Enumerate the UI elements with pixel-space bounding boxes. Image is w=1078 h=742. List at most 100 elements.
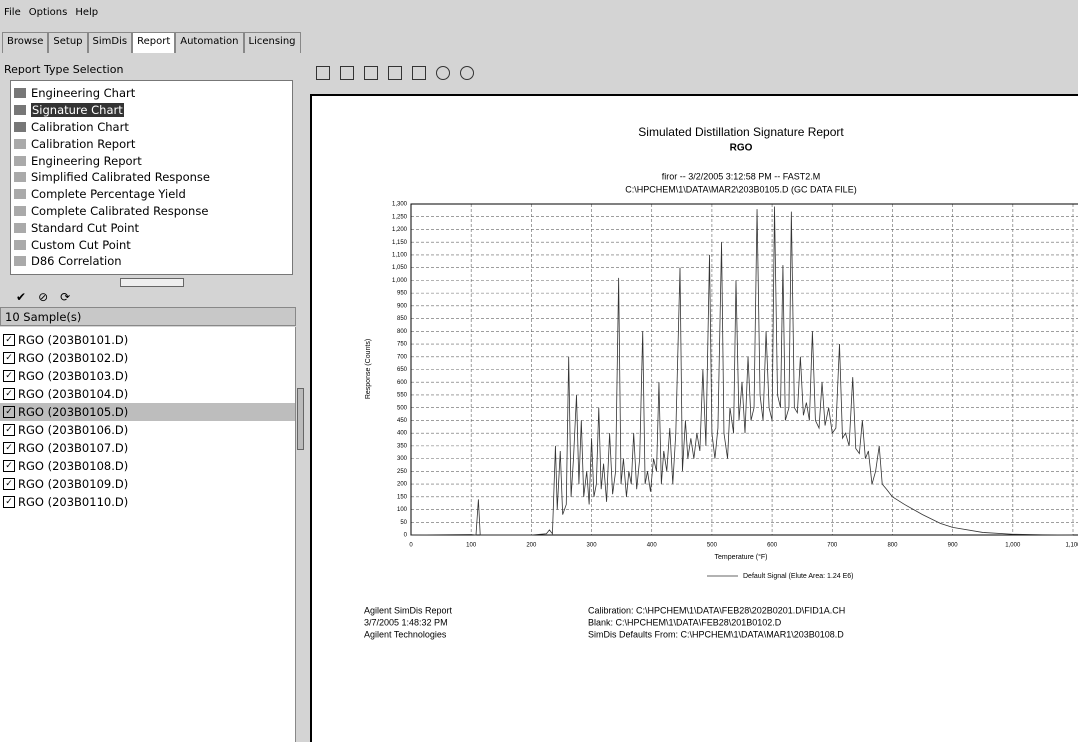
y-tick-label: 400	[397, 431, 408, 437]
checkbox[interactable]: ✓	[3, 352, 15, 364]
menu-bar: File Options Help	[0, 0, 1078, 24]
x-tick-label: 200	[526, 543, 537, 549]
y-tick-label: 350	[397, 443, 408, 449]
report-type-item[interactable]: Engineering Report	[14, 152, 289, 169]
sample-item[interactable]: ✓ RGO (203B0106.D)	[0, 421, 295, 439]
resize-grip[interactable]	[120, 278, 184, 287]
y-tick-label: 950	[397, 291, 408, 297]
x-tick-label: 1,000	[1005, 543, 1021, 549]
zoom-out-button[interactable]	[460, 66, 474, 80]
tab[interactable]: Report	[132, 32, 176, 53]
sample-label: RGO (203B0101.D)	[18, 333, 129, 347]
checkbox[interactable]: ✓	[3, 334, 15, 346]
report-type-item[interactable]: Simplified Calibrated Response	[14, 169, 289, 186]
report-type-item[interactable]: Custom Cut Point	[14, 236, 289, 253]
sample-item[interactable]: ✓ RGO (203B0102.D)	[0, 349, 295, 367]
checkbox[interactable]: ✓	[3, 388, 15, 400]
checkbox[interactable]: ✓	[3, 460, 15, 472]
checkbox[interactable]: ✓	[3, 478, 15, 490]
sample-item[interactable]: ✓ RGO (203B0104.D)	[0, 385, 295, 403]
page-button[interactable]	[412, 66, 426, 80]
panel-heading: Report Type Selection	[4, 63, 124, 76]
setup-button[interactable]	[340, 66, 354, 80]
y-tick-label: 250	[397, 469, 408, 475]
report-toolbar	[316, 66, 474, 80]
y-tick-label: 1,150	[392, 240, 408, 246]
sample-item[interactable]: ✓ RGO (203B0103.D)	[0, 367, 295, 385]
item-icon	[14, 205, 26, 216]
item-label: Signature Chart	[31, 103, 124, 118]
menu-item[interactable]: Options	[28, 6, 68, 18]
tab[interactable]: Automation	[175, 32, 244, 53]
x-tick-label: 800	[887, 543, 898, 549]
footer-text: SimDis Defaults From: C:\HPCHEM\1\DATA\M…	[588, 629, 844, 639]
report-type-item[interactable]: Complete Percentage Yield	[14, 186, 289, 203]
tab-bar: Browse Setup SimDis Report Automation Licensi…	[2, 32, 301, 53]
y-tick-label: 50	[400, 520, 407, 526]
sample-item[interactable]: ✓ RGO (203B0108.D)	[0, 457, 295, 475]
sample-item[interactable]: ✓ RGO (203B0110.D)	[0, 493, 295, 511]
report-page: Simulated Distillation Signature Report …	[310, 94, 1078, 742]
y-tick-label: 800	[397, 329, 408, 335]
menu-item[interactable]: Help	[75, 6, 99, 18]
sample-item[interactable]: ✓ RGO (203B0105.D)	[0, 403, 295, 421]
checkbox[interactable]: ✓	[3, 370, 15, 382]
tab[interactable]: Browse	[2, 32, 49, 53]
y-tick-label: 1,050	[392, 265, 408, 271]
tab[interactable]: SimDis	[87, 32, 133, 53]
report-type-item[interactable]: Signature Chart	[14, 102, 289, 119]
page-button[interactable]	[388, 66, 402, 80]
item-icon	[14, 138, 26, 149]
report-type-item[interactable]: Calibration Report	[14, 135, 289, 152]
refresh-icon[interactable]: ⟳	[60, 290, 71, 304]
report-type-item[interactable]: Engineering Chart	[14, 85, 289, 102]
x-tick-label: 900	[948, 543, 959, 549]
y-tick-label: 1,250	[392, 214, 408, 220]
report-type-item[interactable]: Standard Cut Point	[14, 219, 289, 236]
y-tick-label: 1,300	[392, 202, 408, 208]
zoom-in-button[interactable]	[436, 66, 450, 80]
report-type-item[interactable]: Complete Calibrated Response	[14, 203, 289, 220]
cancel-icon[interactable]: ⊘	[38, 290, 49, 304]
sample-item[interactable]: ✓ RGO (203B0101.D)	[0, 331, 295, 349]
tab[interactable]: Setup	[48, 32, 88, 53]
splitter[interactable]	[297, 388, 304, 450]
menu-item[interactable]: File	[4, 6, 21, 18]
sample-item[interactable]: ✓ RGO (203B0107.D)	[0, 439, 295, 457]
report-type-item[interactable]: Calibration Chart	[14, 119, 289, 136]
chart-subtitle: RGO	[730, 143, 753, 154]
sample-item[interactable]: ✓ RGO (203B0109.D)	[0, 475, 295, 493]
signal-line	[410, 206, 1074, 536]
x-tick-label: 300	[587, 543, 598, 549]
sample-label: RGO (203B0107.D)	[18, 441, 129, 455]
y-tick-label: 900	[397, 303, 408, 309]
y-tick-label: 550	[397, 393, 408, 399]
item-label: Complete Calibrated Response	[31, 203, 209, 218]
item-label: Complete Percentage Yield	[31, 187, 186, 202]
item-icon	[14, 155, 26, 166]
y-tick-label: 450	[397, 418, 408, 424]
y-tick-label: 700	[397, 354, 408, 360]
check-icon[interactable]: ✔	[16, 290, 27, 304]
report-type-item[interactable]: D86 Correlation	[14, 253, 289, 270]
checkbox[interactable]: ✓	[3, 424, 15, 436]
item-label: Calibration Chart	[31, 119, 129, 134]
sample-label: RGO (203B0110.D)	[18, 495, 129, 509]
y-axis-label: Response (Counts)	[365, 339, 372, 399]
y-tick-label: 1,100	[392, 253, 408, 259]
y-tick-label: 750	[397, 342, 408, 348]
y-tick-label: 300	[397, 456, 408, 462]
y-tick-label: 500	[397, 405, 408, 411]
print-button[interactable]	[316, 66, 330, 80]
x-tick-label: 0	[409, 543, 413, 549]
checkbox[interactable]: ✓	[3, 442, 15, 454]
page-button[interactable]	[364, 66, 378, 80]
footer-text: 3/7/2005 1:48:32 PM	[364, 617, 448, 627]
checkbox[interactable]: ✓	[3, 496, 15, 508]
item-icon	[14, 88, 26, 99]
tab[interactable]: Licensing	[243, 32, 301, 53]
sample-label: RGO (203B0102.D)	[18, 351, 129, 365]
annotation: C:\HPCHEM\1\DATA\MAR2\203B0105.D (GC DAT…	[625, 184, 856, 194]
checkbox[interactable]: ✓	[3, 406, 15, 418]
